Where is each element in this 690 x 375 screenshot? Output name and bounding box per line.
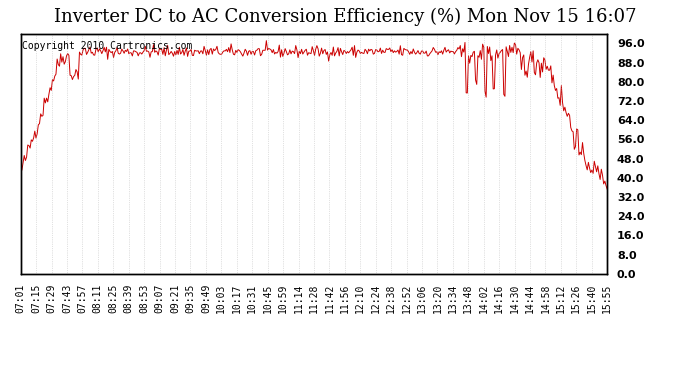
Text: Copyright 2010 Cartronics.com: Copyright 2010 Cartronics.com	[22, 41, 193, 51]
Text: Inverter DC to AC Conversion Efficiency (%) Mon Nov 15 16:07: Inverter DC to AC Conversion Efficiency …	[54, 8, 636, 26]
